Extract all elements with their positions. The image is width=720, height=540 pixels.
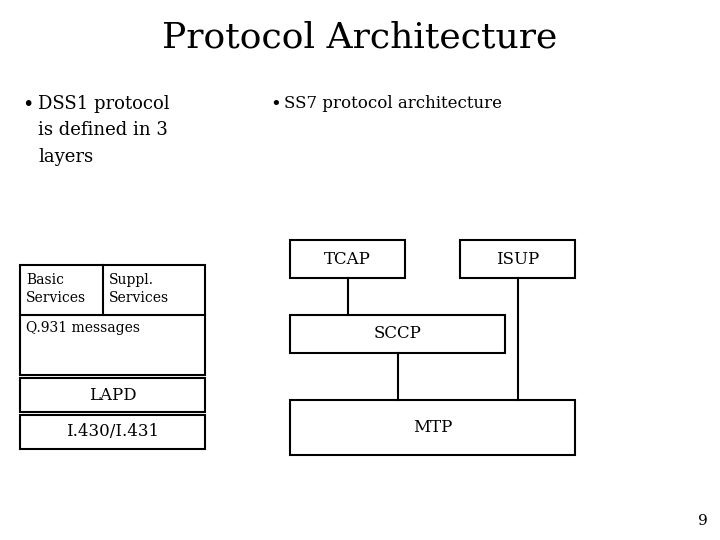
Bar: [290, 400, 575, 455]
Text: Protocol Architecture: Protocol Architecture: [162, 21, 558, 55]
Text: Q.931 messages: Q.931 messages: [26, 321, 140, 335]
Text: ISUP: ISUP: [496, 251, 539, 267]
Text: TCAP: TCAP: [324, 251, 371, 267]
Text: •: •: [22, 95, 33, 114]
Bar: [290, 240, 405, 278]
Bar: [290, 315, 505, 353]
Text: SCCP: SCCP: [374, 326, 421, 342]
Text: Suppl.
Services: Suppl. Services: [109, 273, 169, 306]
Bar: [20, 378, 205, 412]
Text: LAPD: LAPD: [89, 387, 136, 403]
Text: DSS1 protocol
is defined in 3
layers: DSS1 protocol is defined in 3 layers: [38, 95, 170, 166]
Text: 9: 9: [698, 514, 708, 528]
Bar: [20, 265, 205, 375]
Text: SS7 protocol architecture: SS7 protocol architecture: [284, 95, 502, 112]
Text: I.430/I.431: I.430/I.431: [66, 423, 159, 441]
Text: MTP: MTP: [413, 419, 452, 436]
Bar: [20, 415, 205, 449]
Text: •: •: [270, 95, 281, 113]
Bar: [460, 240, 575, 278]
Text: Basic
Services: Basic Services: [26, 273, 86, 306]
